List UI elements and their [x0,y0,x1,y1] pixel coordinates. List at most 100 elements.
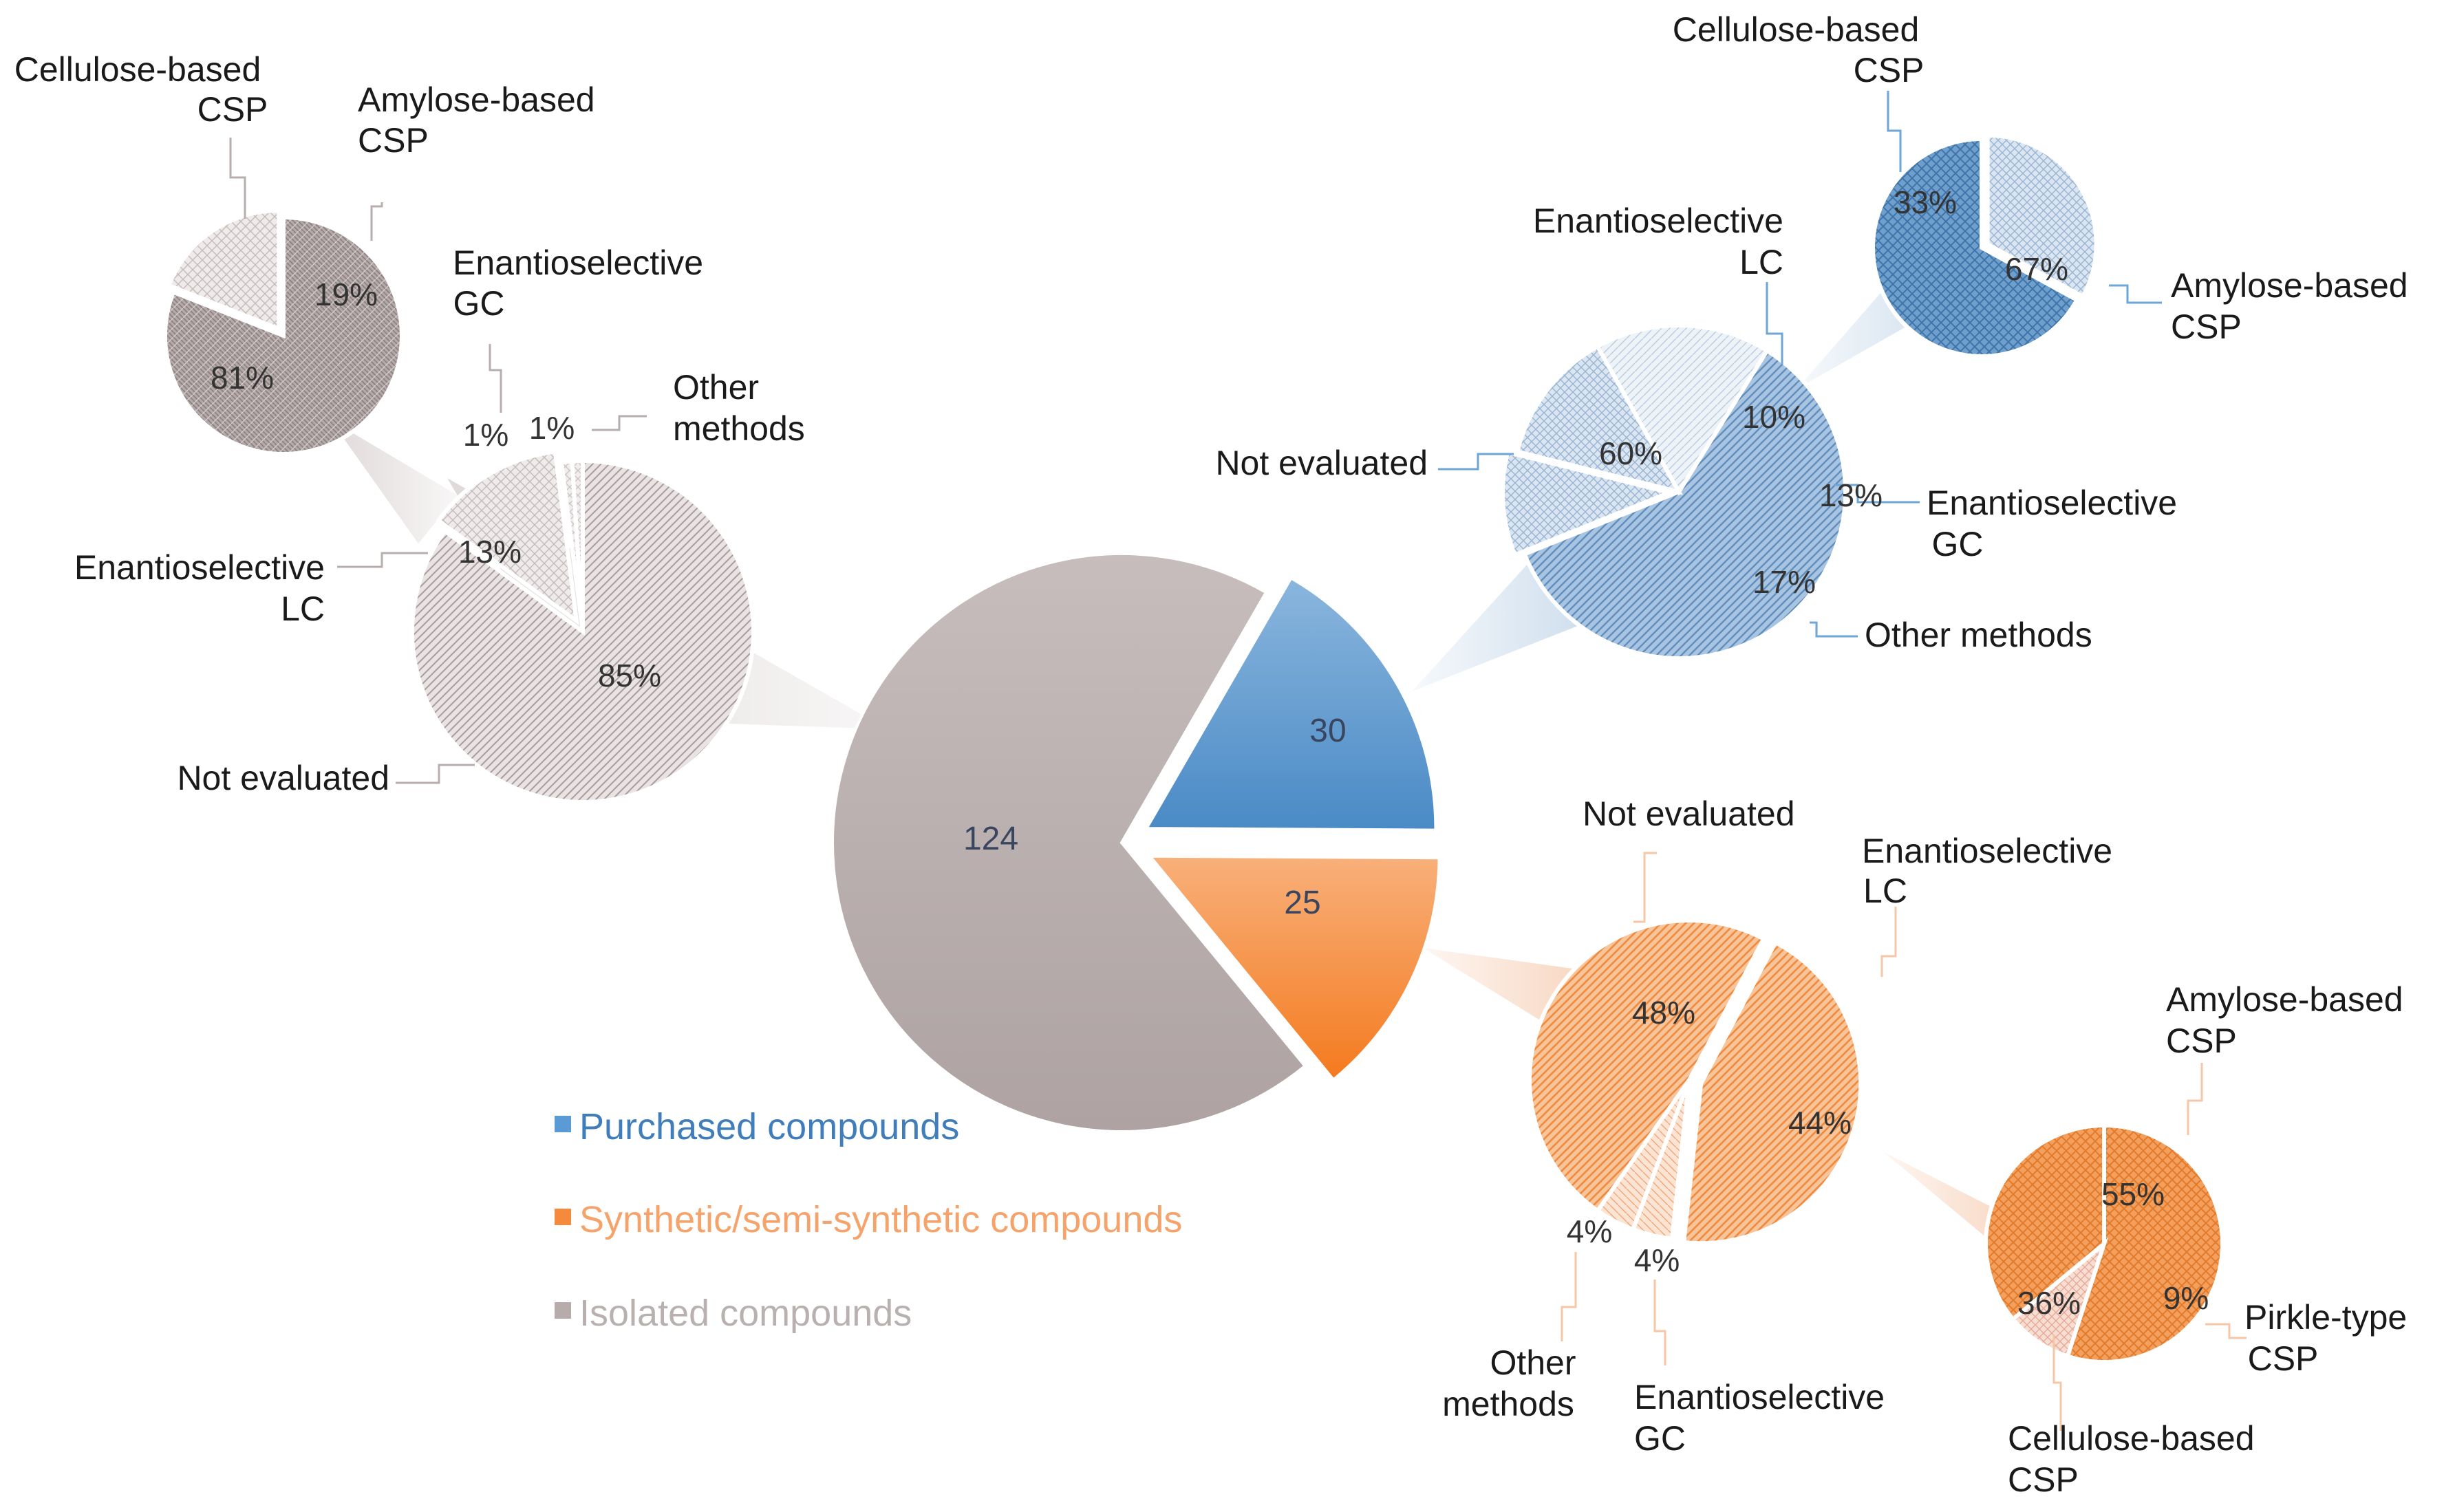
connector-isolated-lc [330,420,458,543]
label-syn-cellulose: Cellulose-based [2008,1419,2255,1458]
leader-line [1438,453,1514,471]
pies-layer [163,133,2225,1364]
pie-slice-synthetic-methods-3 [1594,1079,1691,1233]
pct-pur-cellulose: 33% [1894,184,1957,220]
leader-line [592,415,647,431]
label-pur-cellulose: Cellulose-based [1673,10,1920,49]
label-pur-amylose-csp: CSP [2171,307,2242,346]
slice-label-purchased: 30 [1309,713,1346,749]
labels-synthetic: Not evaluated Enantioselective LC Amylos… [1442,795,2407,1499]
pie-slice-synthetic-lc-csp-2 [1983,1123,2106,1322]
pct-pur-lc: 10% [1742,399,1805,435]
label-pur-gc: Enantioselective [1927,484,2177,522]
label-syn-lc: Enantioselective [1862,832,2112,870]
legend-label-purchased: Purchased compounds [579,1106,959,1147]
label-pur-cellulose-csp: CSP [1854,51,1925,89]
label-pur-other: Other methods [1865,616,2092,654]
pie-slice-synthetic-methods-1 [1681,939,1863,1246]
connector-synthetic-lc [1884,1152,2016,1262]
pct-iso-lc: 13% [458,534,522,570]
label-iso-cellulose-csp: CSP [197,90,268,129]
label-pur-amylose: Amylose-based [2171,266,2408,305]
leader-line [1633,852,1657,923]
pie-slice-purchased-lc-csp-0 [1985,133,2099,300]
leader-line [1561,1252,1577,1341]
legend-swatch-synthetic [555,1209,571,1225]
leader-line [229,138,246,219]
pie-slice-isolated-lc-csp-0 [163,215,404,456]
label-syn-gc: Enantioselective [1634,1378,1885,1416]
pie-slice-main-2 [831,552,1307,1133]
leader-line [2052,1335,2062,1431]
pct-iso-other: 1% [529,410,575,446]
label-syn-lc-2: LC [1863,872,1907,910]
leader-line [2109,284,2162,304]
label-iso-lc: Enantioselective [74,548,325,587]
slice-label-isolated: 124 [963,821,1018,857]
label-iso-other-2: methods [673,409,805,448]
label-syn-cellulose-csp: CSP [2008,1460,2079,1499]
leader-line [396,764,475,784]
label-pur-gc-2: GC [1932,525,1984,563]
pct-pur-gc: 13% [1819,477,1883,513]
pie-slice-synthetic-lc-csp-0 [2065,1123,2225,1364]
pct-pur-amylose: 67% [2005,251,2068,287]
leader-line [2187,1063,2203,1135]
pct-pur-other: 17% [1752,564,1816,600]
slice-label-synthetic: 25 [1284,885,1320,921]
label-pur-not-evaluated: Not evaluated [1215,444,1428,482]
label-syn-other: Other [1490,1343,1576,1382]
leader-line [489,344,502,413]
pct-iso-amylose: 19% [314,277,378,312]
leader-line [2205,1323,2247,1339]
legend-swatch-purchased [555,1116,571,1132]
leader-line [1653,1279,1666,1365]
label-pur-lc: Enantioselective [1533,202,1783,240]
label-syn-pirkle-csp: CSP [2248,1339,2319,1378]
label-iso-gc: Enantioselective [453,244,703,282]
pct-syn-not-evaluated: 48% [1632,995,1695,1030]
leader-line [1880,907,1897,977]
pct-syn-other: 4% [1567,1213,1612,1249]
leader-line [1887,91,1902,172]
label-iso-other: Other [673,368,759,407]
leader-line [370,202,383,241]
pct-syn-pirkle: 9% [2163,1280,2209,1316]
pie-slice-purchased-methods-2 [1514,343,1684,495]
legend-label-isolated: Isolated compounds [579,1293,912,1334]
leader-line [1766,282,1783,365]
legend-label-synthetic: Synthetic/semi-synthetic compounds [579,1199,1182,1240]
label-iso-amylose-csp: CSP [358,121,429,160]
label-syn-amylose-csp: CSP [2166,1022,2237,1060]
pie-slice-purchased-methods-1 [1501,449,1676,558]
pie-slice-main-0 [1144,576,1437,832]
pct-iso-gc: 1% [463,417,508,453]
legend-swatch-isolated [555,1302,571,1319]
leader-lines [229,91,2247,1431]
pct-pur-not-evaluated: 60% [1599,435,1662,471]
leader-line [1810,621,1858,638]
labels-purchased: Cellulose-based CSP Amylose-based CSP En… [1215,10,2408,654]
pie-slice-isolated-lc-csp-1 [166,208,281,332]
leader-line [1834,484,1920,504]
label-iso-cellulose: Cellulose-based [14,50,261,89]
pie-slice-purchased-lc-csp-1 [1871,136,2080,358]
pct-syn-cellulose: 36% [2017,1285,2081,1321]
label-pur-lc-2: LC [1739,243,1783,281]
label-syn-amylose: Amylose-based [2166,980,2403,1019]
label-iso-not-evaluated: Not evaluated [177,759,389,797]
pct-syn-lc: 44% [1788,1105,1852,1141]
label-iso-lc-2: LC [281,590,325,628]
label-syn-not-evaluated: Not evaluated [1583,795,1795,833]
leader-line [337,552,428,568]
pie-slice-isolated-methods-0 [410,458,755,804]
pie-slice-purchased-methods-0 [1521,347,1847,660]
label-syn-pirkle: Pirkle-type [2244,1298,2407,1337]
pct-iso-cellulose: 81% [211,360,274,396]
pct-iso-not-evaluated: 85% [598,658,661,693]
pct-syn-gc: 4% [1634,1242,1680,1278]
legend: Purchased compounds Synthetic/semi-synth… [555,1106,1182,1334]
pie-slice-purchased-methods-3 [1594,323,1770,496]
